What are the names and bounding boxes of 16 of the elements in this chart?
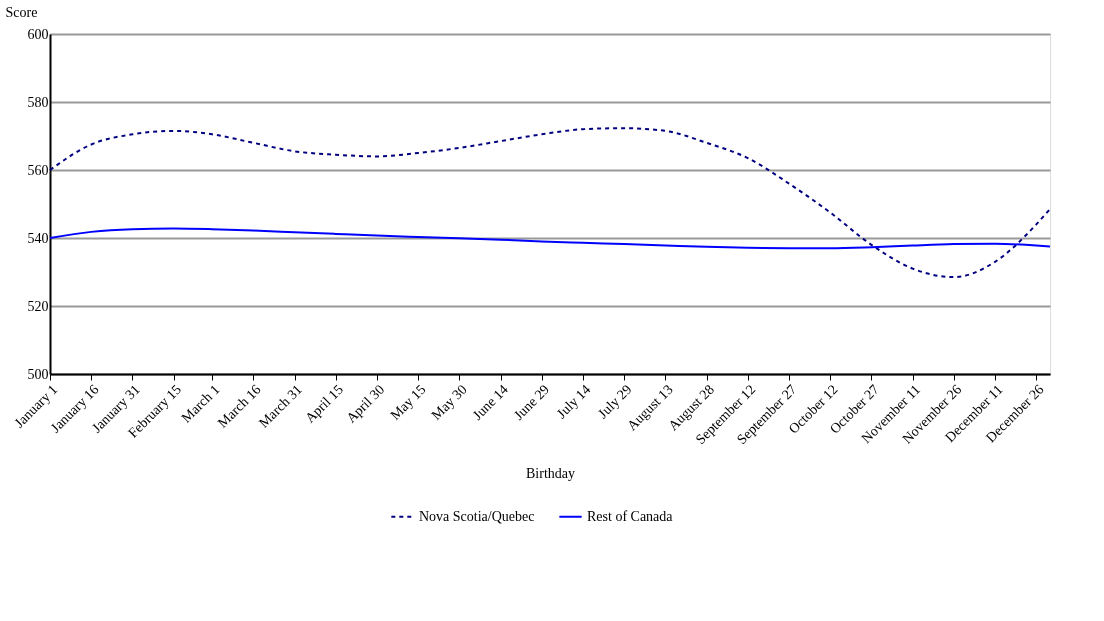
y-tick-label: 560 [27,162,49,178]
x-tick-label: July 29 [595,381,635,422]
x-tick-label: May 15 [387,381,429,423]
x-tick-label: July 14 [553,381,594,422]
x-tick-label: June 29 [511,381,553,423]
legend-label: Nova Scotia/Quebec [419,508,535,524]
y-tick-label: 520 [27,298,49,314]
y-tick-label: 540 [27,230,49,246]
legend-label: Rest of Canada [587,508,674,524]
y-axis-title: Score [5,4,38,20]
y-tick-label: 500 [27,366,49,382]
y-tick-label: 580 [27,94,49,110]
x-tick-label: June 14 [469,381,511,423]
y-tick-label: 600 [27,26,49,42]
x-tick-label: May 30 [428,381,470,423]
x-axis-title: Birthday [526,466,575,482]
